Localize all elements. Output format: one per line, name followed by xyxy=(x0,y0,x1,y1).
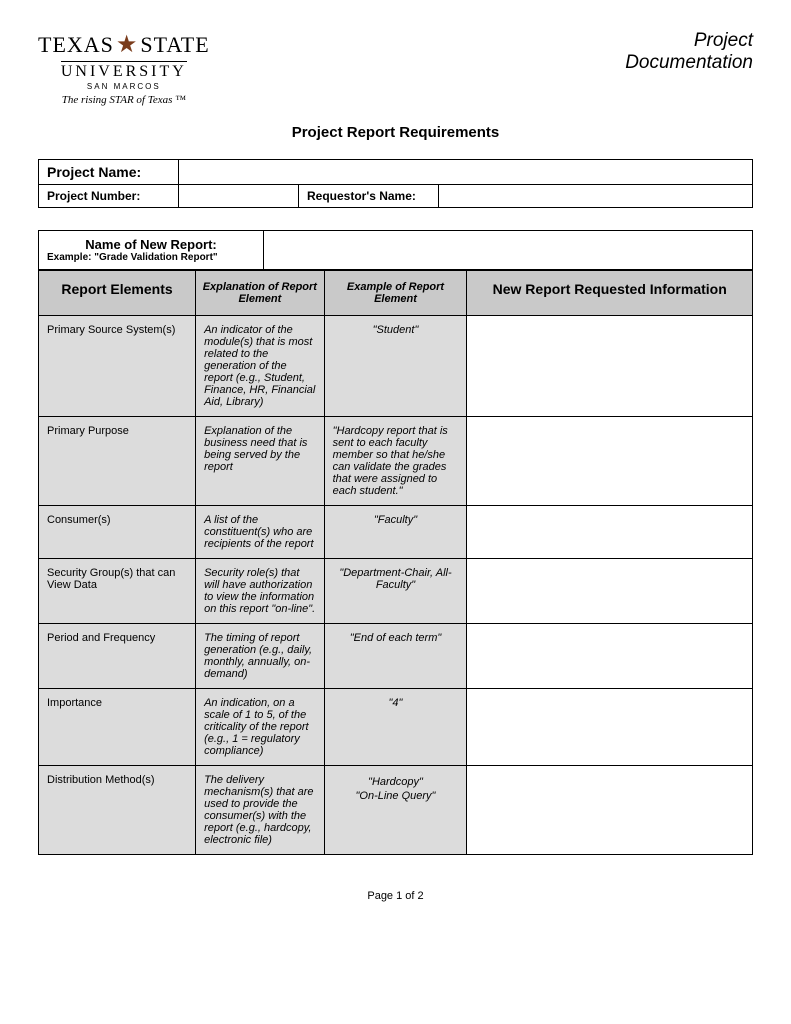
element-cell: Consumer(s) xyxy=(39,506,196,559)
example-cell: "End of each term" xyxy=(324,624,467,689)
table-row: Distribution Method(s)The delivery mecha… xyxy=(39,766,753,855)
header: TEXAS ★ STATE UNIVERSITY SAN MARCOS The … xyxy=(38,30,753,106)
table-row: Security Group(s) that can View DataSecu… xyxy=(39,559,753,624)
example-cell: "Student" xyxy=(324,316,467,417)
explanation-cell: A list of the constituent(s) who are rec… xyxy=(196,506,325,559)
requested-cell xyxy=(467,506,753,559)
explanation-cell: Security role(s) that will have authoriz… xyxy=(196,559,325,624)
element-cell: Security Group(s) that can View Data xyxy=(39,559,196,624)
project-number-label: Project Number: xyxy=(39,185,179,208)
logo-sanmarcos: SAN MARCOS xyxy=(87,82,161,91)
element-cell: Primary Source System(s) xyxy=(39,316,196,417)
requestor-label: Requestor's Name: xyxy=(299,185,439,208)
example-cell: "Faculty" xyxy=(324,506,467,559)
page-title: Project Report Requirements xyxy=(38,124,753,141)
elements-header-row: Report Elements Explanation of Report El… xyxy=(39,271,753,316)
report-name-cell: Name of New Report: Example: "Grade Vali… xyxy=(39,231,264,270)
table-row: Primary PurposeExplanation of the busine… xyxy=(39,417,753,506)
col-example-header: Example of Report Element xyxy=(324,271,467,316)
page-type: Project Documentation xyxy=(625,30,753,74)
requested-cell xyxy=(467,624,753,689)
logo-university: UNIVERSITY xyxy=(61,61,187,81)
page-footer: Page 1 of 2 xyxy=(38,890,753,902)
report-name-example: Example: "Grade Validation Report" xyxy=(47,252,255,263)
requested-cell xyxy=(467,417,753,506)
explanation-cell: The timing of report generation (e.g., d… xyxy=(196,624,325,689)
requestor-value xyxy=(439,185,753,208)
example-cell: "Hardcopy""On-Line Query" xyxy=(324,766,467,855)
requested-cell xyxy=(467,559,753,624)
page-type-line1: Project xyxy=(625,30,753,52)
explanation-cell: Explanation of the business need that is… xyxy=(196,417,325,506)
logo-tagline: The rising STAR of Texas ™ xyxy=(62,94,186,106)
element-cell: Period and Frequency xyxy=(39,624,196,689)
col-requested-header: New Report Requested Information xyxy=(467,271,753,316)
explanation-cell: An indication, on a scale of 1 to 5, of … xyxy=(196,689,325,766)
col-elements-header: Report Elements xyxy=(39,271,196,316)
project-number-row: Project Number: Requestor's Name: xyxy=(39,185,753,208)
example-cell: "4" xyxy=(324,689,467,766)
explanation-cell: An indicator of the module(s) that is mo… xyxy=(196,316,325,417)
page-type-line2: Documentation xyxy=(625,52,753,74)
report-name-value xyxy=(264,231,753,270)
logo-state: STATE xyxy=(140,32,209,58)
example-cell: "Department-Chair, All-Faculty" xyxy=(324,559,467,624)
requested-cell xyxy=(467,689,753,766)
element-cell: Distribution Method(s) xyxy=(39,766,196,855)
logo-texas: TEXAS xyxy=(38,32,114,58)
table-row: ImportanceAn indication, on a scale of 1… xyxy=(39,689,753,766)
report-name-row: Name of New Report: Example: "Grade Vali… xyxy=(39,231,753,270)
logo-main: TEXAS ★ STATE xyxy=(38,30,210,59)
example-cell: "Hardcopy report that is sent to each fa… xyxy=(324,417,467,506)
star-icon: ★ xyxy=(116,30,139,59)
element-cell: Primary Purpose xyxy=(39,417,196,506)
project-name-row: Project Name: xyxy=(39,160,753,185)
project-name-label: Project Name: xyxy=(39,160,179,185)
requested-cell xyxy=(467,766,753,855)
element-cell: Importance xyxy=(39,689,196,766)
table-row: Primary Source System(s)An indicator of … xyxy=(39,316,753,417)
project-info-table: Project Name: Project Number: Requestor'… xyxy=(38,159,753,208)
requested-cell xyxy=(467,316,753,417)
explanation-cell: The delivery mechanism(s) that are used … xyxy=(196,766,325,855)
col-explanation-header: Explanation of Report Element xyxy=(196,271,325,316)
report-name-label: Name of New Report: xyxy=(47,237,255,252)
table-row: Period and FrequencyThe timing of report… xyxy=(39,624,753,689)
project-name-value xyxy=(179,160,753,185)
project-number-value xyxy=(179,185,299,208)
report-elements-table: Report Elements Explanation of Report El… xyxy=(38,270,753,855)
logo-block: TEXAS ★ STATE UNIVERSITY SAN MARCOS The … xyxy=(38,30,210,106)
report-name-table: Name of New Report: Example: "Grade Vali… xyxy=(38,230,753,270)
table-row: Consumer(s)A list of the constituent(s) … xyxy=(39,506,753,559)
